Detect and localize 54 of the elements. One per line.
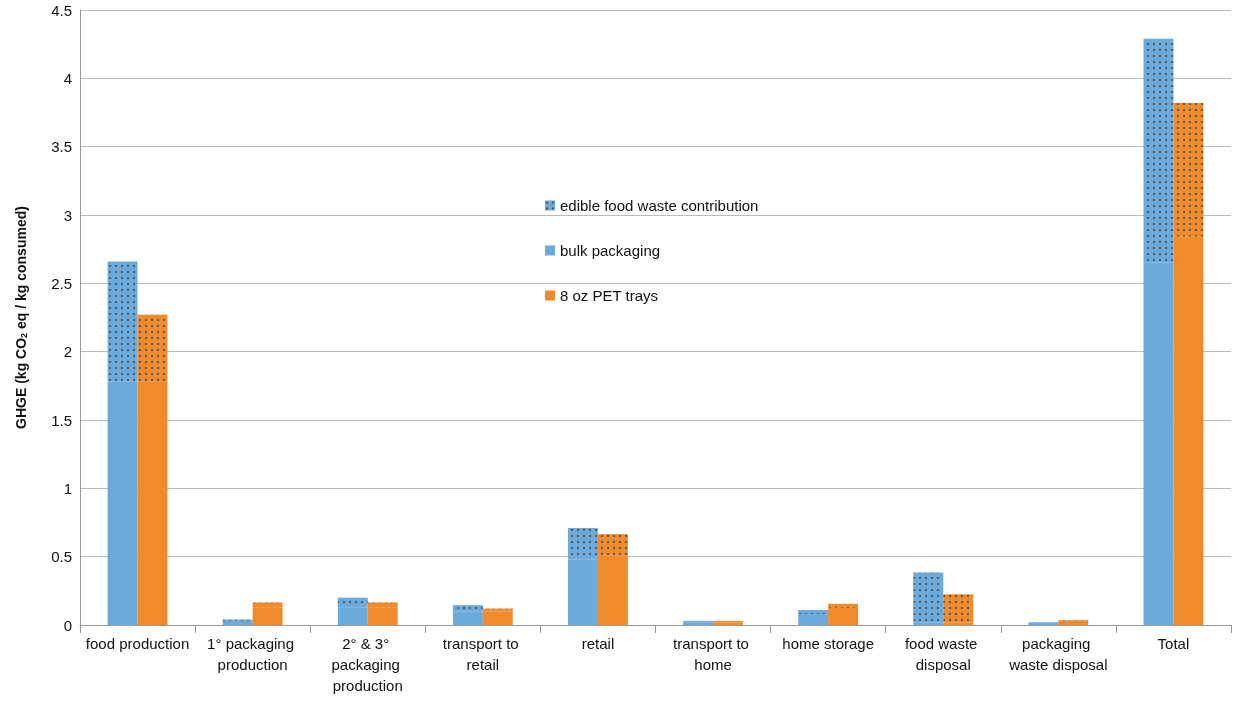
bar xyxy=(568,527,598,560)
bar xyxy=(913,572,944,623)
bar xyxy=(482,611,513,625)
x-tick-label: Total xyxy=(1157,635,1190,652)
legend-label: 8 oz PET trays xyxy=(560,287,659,304)
y-tick-label: 3.5 xyxy=(51,138,72,156)
bar xyxy=(452,605,483,612)
y-tick-label: 2.5 xyxy=(51,274,72,292)
bar xyxy=(1173,236,1204,625)
x-tick-label: packaging waste disposal xyxy=(1008,635,1108,673)
x-tick-label: transport to retail xyxy=(442,635,523,673)
bar xyxy=(828,607,859,625)
y-tick-label: 2 xyxy=(63,343,72,361)
bar xyxy=(597,534,628,556)
x-tick-label: 1° packaging production xyxy=(207,635,299,673)
bar xyxy=(137,381,168,625)
x-tick-label: 2° & 3° packaging production xyxy=(331,635,405,694)
y-tick-label: 4 xyxy=(63,69,72,87)
x-tick-label: transport to home xyxy=(673,635,754,673)
bar xyxy=(452,611,483,625)
bar xyxy=(828,603,859,608)
x-tick-label: home storage xyxy=(782,635,875,652)
bar xyxy=(1058,620,1089,625)
bar xyxy=(337,597,368,608)
bar xyxy=(798,609,829,615)
y-tick-label: 4.5 xyxy=(51,1,72,19)
y-tick-label: 0.5 xyxy=(51,548,72,566)
bar xyxy=(568,559,598,625)
bar xyxy=(1143,262,1174,625)
bar xyxy=(798,614,829,625)
bar xyxy=(107,381,138,625)
x-tick-label: food production xyxy=(85,635,190,652)
bar xyxy=(252,602,283,608)
bar xyxy=(913,622,944,625)
bar xyxy=(367,602,398,608)
y-tick-label: 3 xyxy=(63,206,72,224)
y-tick-label: 0 xyxy=(63,616,72,634)
legend-label: edible food waste contribution xyxy=(560,197,759,214)
x-tick-label: retail xyxy=(581,635,615,652)
bar xyxy=(1143,38,1174,263)
legend-label: bulk packaging xyxy=(560,242,661,259)
x-tick-label: food waste disposal xyxy=(904,635,982,673)
bar xyxy=(943,594,974,623)
bar xyxy=(337,607,368,625)
bar xyxy=(222,620,253,625)
y-tick-label: 1.5 xyxy=(51,411,72,429)
y-tick-label: 1 xyxy=(63,479,72,497)
bar xyxy=(597,555,628,625)
bar xyxy=(1173,102,1204,237)
bar xyxy=(107,261,138,382)
bar xyxy=(943,622,974,625)
bar xyxy=(137,314,168,382)
bar xyxy=(252,607,283,625)
bar xyxy=(367,607,398,625)
